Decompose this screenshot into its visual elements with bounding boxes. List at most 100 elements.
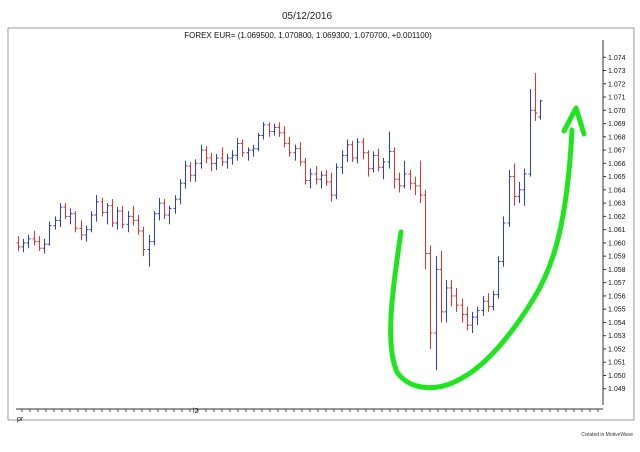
- ohlc-bar: [298, 142, 303, 166]
- credit-text: Created in MotiveWave: [581, 432, 633, 438]
- ohlc-bar: [376, 148, 381, 172]
- arrowhead-icon: [561, 105, 587, 137]
- x-label-l2: l2: [193, 408, 199, 415]
- ohlc-bar: [475, 306, 480, 326]
- ohlc-bar: [225, 154, 230, 169]
- y-tick-label: 1.056: [608, 293, 626, 300]
- ohlc-bar: [528, 89, 533, 177]
- ohlc-bar: [350, 140, 355, 163]
- ohlc-bar: [173, 195, 178, 214]
- y-tick-label: 1.059: [608, 254, 626, 261]
- ohlc-bar: [496, 256, 501, 299]
- y-axis: 1.074 1.073 1.072 1.071 1.070 1.069 1.068 1.067…: [602, 40, 626, 405]
- ohlc-bar: [131, 205, 136, 226]
- ohlc-bar: [37, 236, 42, 251]
- ohlc-bar: [68, 208, 73, 225]
- ohlc-bar: [230, 150, 235, 165]
- ohlc-bar: [167, 205, 172, 225]
- ohlc-bar: [340, 150, 345, 174]
- ohlc-bar: [439, 250, 444, 323]
- y-tick-label: 1.067: [608, 148, 626, 155]
- ohlc-bar: [220, 147, 225, 166]
- ohlc-bar: [413, 176, 418, 196]
- y-tick-label: 1.063: [608, 201, 626, 208]
- ohlc-bar: [428, 245, 433, 349]
- y-tick-label: 1.065: [608, 174, 626, 181]
- ohlc-bar: [58, 203, 63, 227]
- ohlc-bar: [110, 199, 115, 227]
- ohlc-bar: [408, 169, 413, 190]
- ohlc-bar: [267, 122, 272, 137]
- y-tick-label: 1.052: [608, 346, 626, 353]
- ohlc-bar: [517, 181, 522, 204]
- annotation-layer: [388, 105, 587, 391]
- x-axis: [16, 408, 603, 412]
- ohlc-bar: [235, 138, 240, 161]
- y-tick-label: 1.064: [608, 187, 626, 194]
- ohlc-bar: [204, 146, 209, 164]
- green-upward-swoosh-arrow: [388, 127, 575, 391]
- y-tick-label: 1.050: [608, 373, 626, 380]
- ohlc-bar: [16, 236, 21, 251]
- ohlc-bar: [387, 131, 392, 169]
- y-tick-label: 1.055: [608, 307, 626, 314]
- ohlc-bar: [334, 163, 339, 200]
- ohlc-bar: [32, 230, 37, 246]
- ohlc-bar: [486, 293, 491, 312]
- y-tick-label: 1.068: [608, 134, 626, 141]
- y-tick-label: 1.053: [608, 333, 626, 340]
- ohlc-bar: [246, 147, 251, 161]
- ohlc-bar: [423, 189, 428, 270]
- ohlc-bar: [470, 311, 475, 334]
- ohlc-bar: [449, 280, 454, 307]
- ohlc-bar: [287, 136, 292, 157]
- ohlc-bar: [53, 216, 58, 230]
- ohlc-bar: [136, 215, 141, 235]
- ohlc-bar: [481, 295, 486, 316]
- ohlc-bar: [355, 138, 360, 164]
- ohlc-bar: [460, 298, 465, 323]
- ohlc-bar: [26, 234, 31, 249]
- ohlc-bar: [126, 211, 131, 233]
- ohlc-bar: [251, 144, 256, 157]
- ohlc-bar: [402, 160, 407, 189]
- ohlc-bar: [84, 225, 89, 242]
- ohlc-bar: [42, 238, 47, 254]
- ohlc-bar: [21, 238, 26, 253]
- chart-frame: [7, 27, 635, 421]
- ohlc-bar: [303, 158, 308, 185]
- ohlc-bar: [397, 172, 402, 193]
- ohlc-bar: [444, 280, 449, 323]
- ohlc-bar: [361, 138, 366, 160]
- y-tick-label: 1.073: [608, 68, 626, 75]
- x-label-pr: pr: [17, 416, 24, 423]
- ohlc-bar: [392, 147, 397, 189]
- y-tick-label: 1.051: [608, 360, 626, 367]
- chart-date: 05/12/2016: [282, 11, 332, 22]
- y-tick-label: 1.058: [608, 267, 626, 274]
- ohlc-bar: [314, 165, 319, 185]
- ohlc-bar: [105, 203, 110, 225]
- y-tick-label: 1.060: [608, 240, 626, 247]
- ohlc-bar: [115, 207, 120, 230]
- ohlc-bar: [73, 211, 78, 233]
- y-tick-label: 1.054: [608, 320, 626, 327]
- ohlc-bar: [371, 151, 376, 173]
- ohlc-bar: [329, 172, 334, 202]
- ohlc-bar: [533, 73, 538, 121]
- ohlc-bar: [240, 139, 245, 157]
- ohlc-bar: [345, 139, 350, 163]
- ohlc-bar: [381, 158, 386, 180]
- y-tick-label: 1.061: [608, 227, 626, 234]
- ohlc-bar: [89, 211, 94, 233]
- ohlc-bar: [319, 171, 324, 189]
- y-tick-label: 1.071: [608, 95, 626, 102]
- ohlc-bar: [366, 150, 371, 177]
- ohlc-bar: [199, 144, 204, 169]
- ohlc-bar: [147, 234, 152, 267]
- ohlc-bar: [308, 168, 313, 189]
- price-bars: [16, 73, 543, 371]
- ohlc-bar: [152, 211, 157, 246]
- ohlc-bar: [272, 123, 277, 136]
- y-tick-label: 1.062: [608, 214, 626, 221]
